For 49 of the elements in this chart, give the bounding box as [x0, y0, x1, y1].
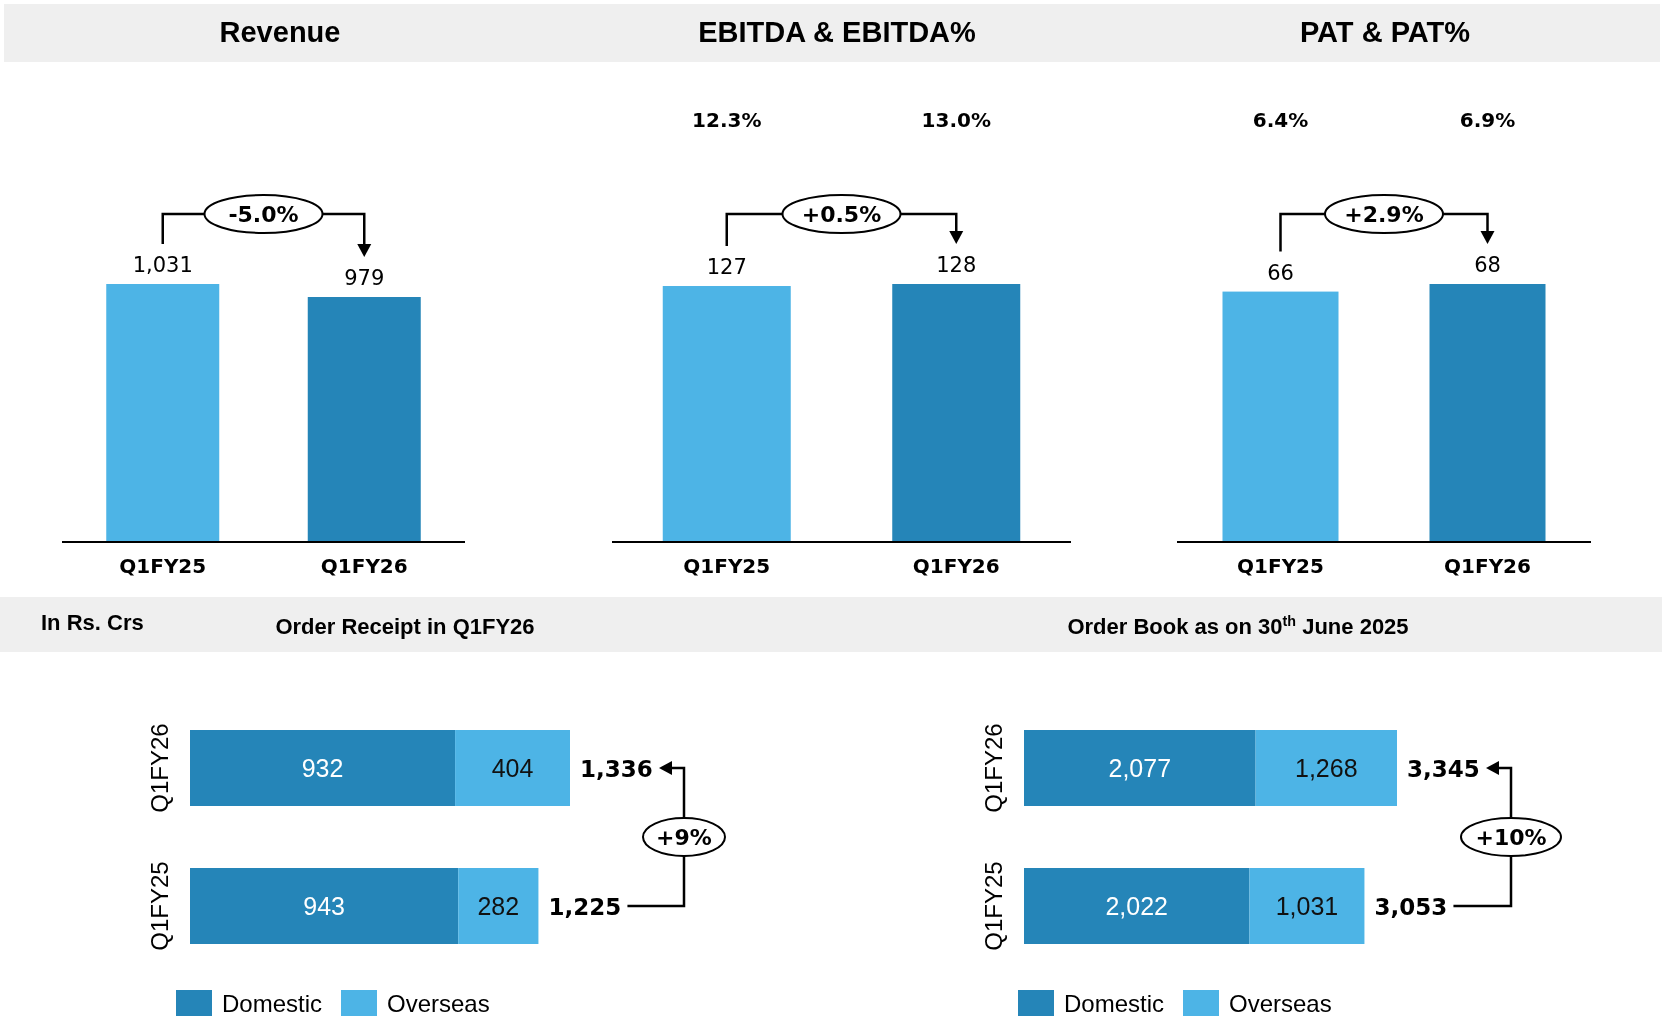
- text: 6.4%: [1252, 108, 1309, 132]
- data-label: 68: [1474, 253, 1501, 277]
- x-tick-label: Q1FY26: [1444, 554, 1531, 578]
- data-label: 404: [491, 754, 534, 782]
- data-label: 932: [301, 754, 344, 782]
- bar: [190, 868, 459, 944]
- data-label: 2,077: [1108, 754, 1172, 782]
- total-label: 3,053: [1374, 894, 1448, 920]
- bar: [1024, 868, 1250, 944]
- legend-label: Overseas: [387, 990, 490, 1017]
- data-label: 979: [344, 266, 385, 291]
- bar: [1255, 730, 1397, 806]
- legend-label: Domestic: [222, 990, 323, 1017]
- bar: [455, 730, 570, 806]
- text: In Rs. Crs: [41, 610, 144, 635]
- data-label: 282: [477, 892, 520, 920]
- chart-title: Order Book as on 30$^{th}$ June 2025: [1067, 613, 1409, 639]
- text: +9%: [656, 825, 712, 850]
- data-label: 128: [936, 253, 977, 277]
- chart-title: Order Receipt in Q1FY26: [275, 614, 535, 639]
- x-tick-label: Q1FY26: [320, 554, 408, 578]
- text: 13.0%: [921, 108, 991, 132]
- data-label: 66: [1267, 260, 1294, 285]
- chart-title: Revenue: [219, 16, 341, 48]
- text: +0.5%: [801, 202, 882, 227]
- legend-label: Domestic: [1064, 990, 1165, 1017]
- bar: [190, 730, 456, 806]
- data-label: 2,022: [1105, 892, 1169, 920]
- x-tick-label: Q1FY25: [1237, 554, 1324, 578]
- total-label: 1,225: [548, 894, 622, 920]
- bar: [1249, 868, 1365, 944]
- text: 6.9%: [1459, 108, 1516, 132]
- legend-label: Overseas: [1229, 990, 1332, 1017]
- text: +2.9%: [1344, 202, 1424, 227]
- text: 12.3%: [692, 108, 762, 132]
- chart-title: EBITDA & EBITDA%: [698, 16, 977, 48]
- x-tick-label: Q1FY25: [683, 554, 771, 578]
- data-label: 1,031: [132, 253, 193, 277]
- data-label: 1,031: [1275, 892, 1339, 920]
- data-label: 943: [303, 892, 345, 920]
- text: -5.0%: [228, 202, 299, 227]
- data-label: 127: [706, 255, 747, 280]
- chart-title: PAT & PAT%: [1299, 16, 1471, 48]
- total-label: 3,345: [1407, 756, 1480, 782]
- data-label: 1,268: [1295, 754, 1358, 782]
- total-label: 1,336: [580, 756, 653, 782]
- bar: [1024, 730, 1256, 806]
- text: +10%: [1475, 825, 1547, 850]
- bar: [458, 868, 539, 944]
